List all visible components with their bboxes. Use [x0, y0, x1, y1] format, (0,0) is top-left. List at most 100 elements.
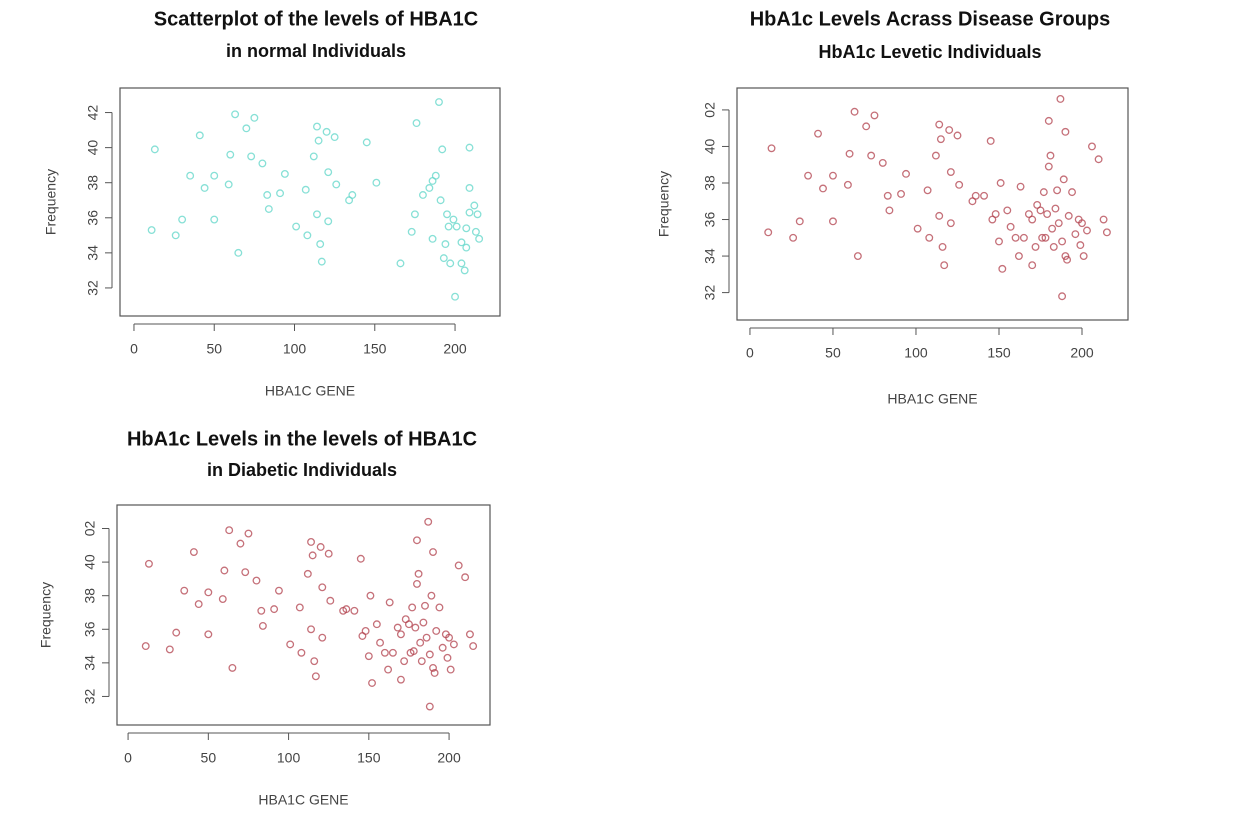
point: [416, 638, 425, 647]
point: [1094, 155, 1103, 164]
point: [172, 628, 181, 637]
point: [236, 539, 245, 548]
point: [862, 122, 871, 131]
x-tick-label: 50: [825, 345, 841, 361]
y-tick-label: 34: [85, 245, 101, 261]
point: [244, 529, 253, 538]
point: [814, 129, 822, 138]
point: [427, 591, 436, 600]
chart-panel: Scatterplot of the levels of HBA1C in nor…: [43, 8, 501, 399]
plot-frame: [736, 87, 1129, 321]
point: [439, 254, 448, 263]
point: [913, 224, 922, 233]
point: [316, 543, 325, 551]
chart-subtitle: in Diabetic Individuals: [207, 460, 397, 480]
x-tick-label: 50: [201, 750, 217, 766]
point: [819, 184, 827, 193]
point: [424, 517, 433, 526]
point: [364, 652, 373, 661]
y-tick-label: 34: [702, 248, 718, 264]
point: [165, 645, 174, 654]
point: [1038, 233, 1047, 242]
x-tick-label: 50: [206, 341, 222, 357]
point: [897, 190, 905, 198]
point: [444, 222, 453, 231]
y-tick-label: 32: [82, 688, 98, 704]
point: [446, 665, 455, 674]
point: [1039, 188, 1048, 197]
y-tick-label: 32: [702, 285, 718, 301]
point: [1068, 188, 1076, 197]
y-tick-label: 32: [85, 280, 101, 296]
point: [210, 215, 219, 224]
point: [1003, 206, 1012, 215]
point: [470, 201, 479, 210]
point: [1056, 95, 1065, 103]
point: [441, 240, 450, 249]
point: [462, 243, 471, 252]
x-tick-label: 200: [437, 750, 461, 766]
point: [308, 551, 317, 560]
point: [883, 191, 892, 200]
point: [425, 702, 434, 711]
point: [356, 554, 365, 563]
point: [853, 252, 862, 261]
point: [195, 131, 204, 140]
y-tick-label: 02: [82, 521, 98, 537]
point: [1014, 252, 1023, 261]
point: [1078, 219, 1086, 228]
point: [946, 219, 955, 228]
point: [303, 569, 312, 578]
point: [1079, 252, 1088, 261]
y-tick-label: 40: [82, 554, 98, 570]
point: [795, 217, 804, 226]
point: [1016, 182, 1025, 191]
point: [936, 135, 945, 144]
point: [250, 113, 259, 122]
point: [407, 227, 416, 236]
point: [953, 131, 962, 140]
point: [940, 261, 949, 270]
point: [473, 210, 482, 219]
x-tick-label: 0: [124, 750, 132, 766]
point: [258, 621, 267, 630]
point: [280, 169, 289, 178]
point: [147, 226, 156, 235]
point: [228, 663, 237, 672]
point: [311, 672, 320, 681]
point: [445, 633, 454, 642]
point: [368, 679, 376, 687]
y-tick-label: 40: [85, 140, 101, 156]
point: [318, 583, 327, 592]
point: [446, 259, 455, 268]
point: [436, 196, 445, 205]
chart-subtitle: in normal Individuals: [226, 41, 406, 61]
point: [396, 259, 405, 268]
point: [258, 159, 267, 168]
point: [452, 222, 461, 231]
point: [314, 136, 323, 145]
point: [1044, 162, 1053, 171]
point: [451, 292, 459, 301]
point: [1028, 215, 1037, 224]
point: [388, 648, 397, 657]
point: [1102, 228, 1111, 237]
point: [366, 591, 375, 600]
point: [870, 111, 879, 120]
point: [428, 234, 437, 243]
point: [850, 107, 859, 116]
point: [1071, 230, 1080, 239]
point: [324, 549, 333, 558]
point: [449, 215, 458, 224]
point: [189, 548, 198, 556]
point: [218, 595, 227, 603]
y-tick-label: 36: [702, 212, 718, 228]
point: [313, 210, 321, 219]
point: [435, 98, 443, 106]
point: [1061, 252, 1070, 261]
y-axis-label: Frequency: [43, 169, 59, 235]
point: [1031, 242, 1040, 251]
point: [226, 150, 235, 159]
point: [435, 603, 444, 612]
point: [938, 242, 947, 251]
